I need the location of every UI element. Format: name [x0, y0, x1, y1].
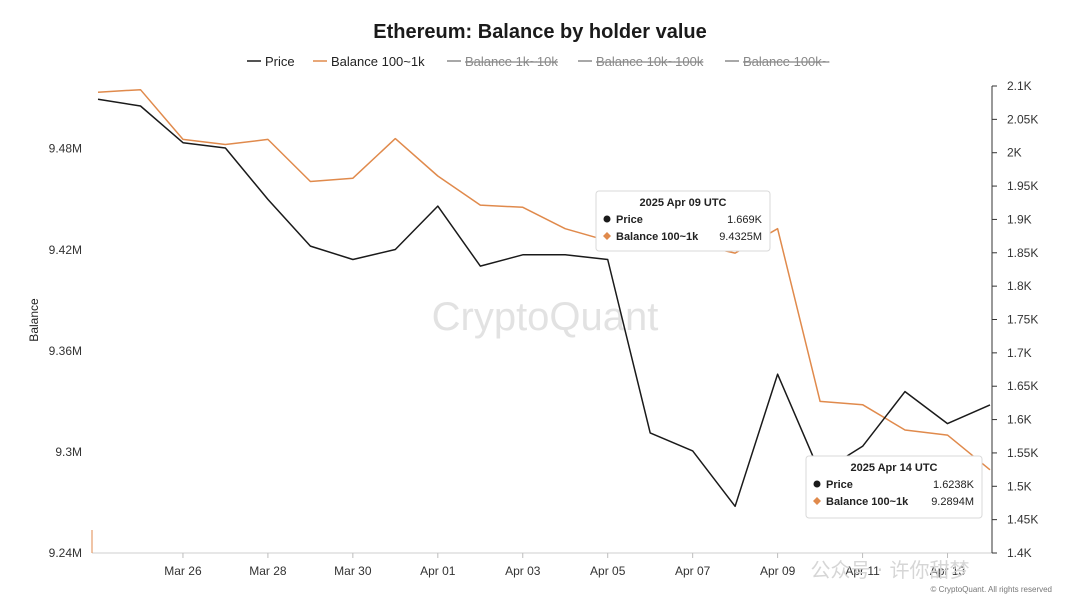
- right-tick-label: 1.95K: [1007, 179, 1038, 193]
- x-tick-label: Apr 13: [930, 564, 966, 578]
- right-tick-label: 2.05K: [1007, 112, 1038, 126]
- tooltip-box: [805, 455, 983, 519]
- right-tick-label: 1.65K: [1007, 379, 1038, 393]
- right-tick-label: 2.1K: [1007, 79, 1032, 93]
- x-tick-label: Mar 30: [334, 564, 372, 578]
- x-tick-label: Apr 09: [760, 564, 796, 578]
- tooltip-marker-price: [603, 215, 611, 223]
- left-tick-label: 9.3M: [55, 445, 82, 459]
- legend: Price Balance 100~1k Balance 1k~10k Balance…: [247, 54, 830, 69]
- right-tick-label: 1.8K: [1007, 279, 1032, 293]
- right-tick-label: 1.85K: [1007, 246, 1038, 260]
- left-tick-label: 9.24M: [49, 546, 82, 560]
- tooltip: 2025 Apr 14 UTC Price 1.6238K Balance 100~1…: [805, 455, 983, 519]
- left-tick-label: 9.36M: [49, 344, 82, 358]
- right-tick-label: 2K: [1007, 146, 1022, 160]
- series-line-balance-100-1k: [97, 88, 991, 471]
- tooltip-label: Balance 100~1k: [616, 231, 699, 243]
- x-tick-label: Apr 01: [420, 564, 456, 578]
- chart-title: Ethereum: Balance by holder value: [373, 21, 706, 43]
- right-tick-label: 1.75K: [1007, 313, 1038, 327]
- tooltip-value: 1.669K: [727, 214, 763, 226]
- right-tick-label: 1.6K: [1007, 413, 1032, 427]
- axes: 9.24M 9.3M 9.36M 9.42M 9.48M 1.4K 1.45K 1.5K 1.5…: [27, 79, 1038, 578]
- legend-label-price: Price: [265, 54, 295, 69]
- legend-label-balance-10k-100k: Balance 10k~100k: [596, 54, 704, 69]
- tooltip-marker-balance: [813, 497, 821, 505]
- tooltip-title: 2025 Apr 09 UTC: [639, 197, 726, 209]
- left-tick-label: 9.48M: [49, 142, 82, 156]
- right-tick-label: 1.9K: [1007, 212, 1032, 226]
- right-tick-label: 1.7K: [1007, 346, 1032, 360]
- tooltip-label: Price: [616, 214, 643, 226]
- tooltip-marker-price: [813, 480, 821, 488]
- x-tick-label: Apr 05: [590, 564, 626, 578]
- right-tick-label: 1.4K: [1007, 546, 1032, 560]
- x-tick-label: Apr 07: [675, 564, 711, 578]
- watermark: CryptoQuant: [432, 295, 659, 339]
- right-tick-label: 1.45K: [1007, 513, 1038, 527]
- x-tick-label: Mar 26: [164, 564, 202, 578]
- legend-label-balance-100-1k: Balance 100~1k: [331, 54, 425, 69]
- right-tick-label: 1.5K: [1007, 479, 1032, 493]
- tooltip-label: Balance 100~1k: [826, 496, 909, 508]
- right-tick-label: 1.55K: [1007, 446, 1038, 460]
- x-tick-label: Apr 11: [845, 564, 880, 578]
- legend-label-balance-1k-10k: Balance 1k~10k: [465, 54, 558, 69]
- overlay-text: 公众号 · 许你甜梦: [810, 558, 969, 582]
- tooltips: 2025 Apr 09 UTC Price 1.669K Balance 100~1k…: [595, 190, 983, 519]
- tooltip-marker-balance: [603, 232, 611, 240]
- footer-copyright: © CryptoQuant. All rights reserved: [931, 585, 1053, 594]
- x-tick-label: Mar 28: [249, 564, 287, 578]
- tooltip: 2025 Apr 09 UTC Price 1.669K Balance 100~1k…: [595, 190, 771, 252]
- legend-label-balance-100k: Balance 100k~: [743, 54, 830, 69]
- y-axis-title: Balance: [27, 298, 41, 342]
- tooltip-title: 2025 Apr 14 UTC: [850, 462, 937, 474]
- tooltip-value: 9.2894M: [931, 496, 974, 508]
- tooltip-value: 9.4325M: [719, 231, 762, 243]
- tooltip-label: Price: [826, 479, 853, 491]
- tooltip-value: 1.6238K: [933, 479, 975, 491]
- tooltip-box: [595, 190, 771, 252]
- left-tick-label: 9.42M: [49, 243, 82, 257]
- x-tick-label: Apr 03: [505, 564, 541, 578]
